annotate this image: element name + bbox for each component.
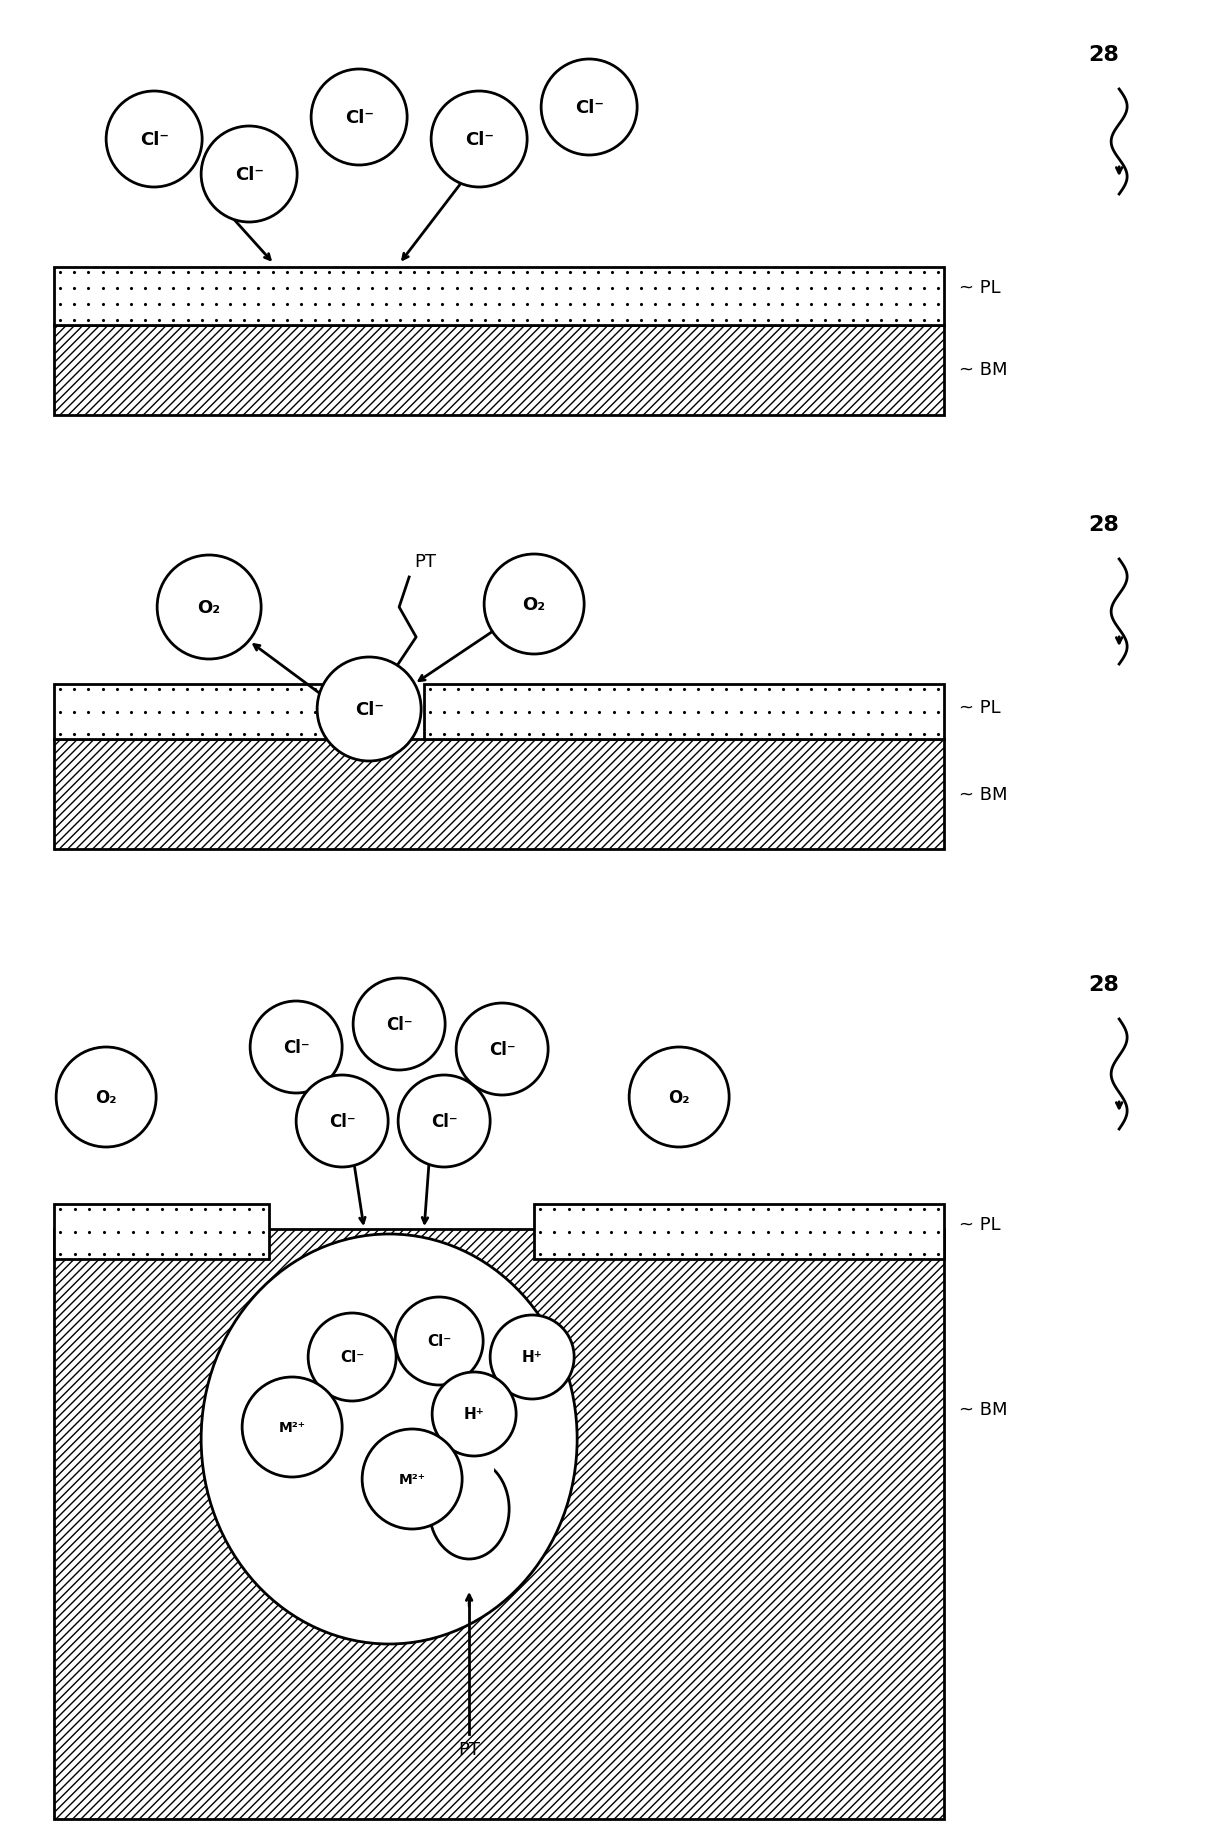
Text: Cl⁻: Cl⁻ bbox=[386, 1015, 413, 1034]
Text: ~ BM: ~ BM bbox=[960, 786, 1008, 804]
Circle shape bbox=[243, 1376, 342, 1477]
Bar bbox=[54, 326, 944, 416]
Text: O₂: O₂ bbox=[95, 1088, 117, 1107]
Text: Cl⁻: Cl⁻ bbox=[575, 98, 604, 117]
Text: ~ PL: ~ PL bbox=[960, 698, 1001, 716]
Circle shape bbox=[157, 556, 261, 660]
Circle shape bbox=[431, 91, 527, 188]
Circle shape bbox=[354, 979, 445, 1070]
Text: Cl⁻: Cl⁻ bbox=[465, 131, 494, 149]
Text: Cl⁻: Cl⁻ bbox=[340, 1349, 365, 1365]
Text: H⁺: H⁺ bbox=[521, 1349, 542, 1365]
Text: Cl⁻: Cl⁻ bbox=[328, 1112, 355, 1130]
Bar bbox=[535, 1205, 944, 1260]
Text: Cl⁻: Cl⁻ bbox=[489, 1041, 515, 1059]
Circle shape bbox=[362, 1429, 462, 1529]
Text: M²⁺: M²⁺ bbox=[398, 1473, 426, 1486]
Circle shape bbox=[484, 554, 584, 654]
Text: O₂: O₂ bbox=[523, 596, 546, 614]
Circle shape bbox=[456, 1003, 548, 1096]
Bar bbox=[54, 268, 944, 326]
Circle shape bbox=[317, 658, 421, 762]
Circle shape bbox=[250, 1001, 342, 1094]
Circle shape bbox=[398, 1076, 490, 1167]
Text: ~ PL: ~ PL bbox=[960, 1216, 1001, 1234]
Text: PT: PT bbox=[414, 552, 436, 571]
Circle shape bbox=[490, 1314, 575, 1400]
Text: Cl⁻: Cl⁻ bbox=[345, 109, 374, 128]
Text: PT: PT bbox=[459, 1739, 480, 1757]
Text: O₂: O₂ bbox=[669, 1088, 690, 1107]
Circle shape bbox=[541, 60, 637, 157]
Text: O₂: O₂ bbox=[198, 598, 221, 616]
Text: Cl⁻: Cl⁻ bbox=[427, 1334, 451, 1349]
Bar bbox=[54, 685, 349, 740]
Circle shape bbox=[629, 1048, 729, 1147]
Circle shape bbox=[202, 128, 297, 222]
Text: ~ BM: ~ BM bbox=[960, 361, 1008, 379]
Text: Cl⁻: Cl⁻ bbox=[234, 166, 263, 184]
Text: ~ BM: ~ BM bbox=[960, 1400, 1008, 1418]
Ellipse shape bbox=[202, 1234, 577, 1644]
Text: 28: 28 bbox=[1089, 46, 1120, 66]
Bar bbox=[54, 1205, 269, 1260]
Ellipse shape bbox=[430, 1458, 509, 1559]
Text: 28: 28 bbox=[1089, 975, 1120, 995]
Circle shape bbox=[57, 1048, 156, 1147]
Text: Cl⁻: Cl⁻ bbox=[431, 1112, 457, 1130]
Text: ~ PL: ~ PL bbox=[960, 279, 1001, 297]
Circle shape bbox=[395, 1298, 483, 1385]
Text: H⁺: H⁺ bbox=[463, 1407, 484, 1422]
Circle shape bbox=[296, 1076, 389, 1167]
Text: Cl⁻: Cl⁻ bbox=[355, 700, 384, 718]
Bar bbox=[424, 685, 944, 740]
Text: Cl⁻: Cl⁻ bbox=[282, 1039, 309, 1056]
Bar bbox=[54, 740, 944, 850]
Text: M²⁺: M²⁺ bbox=[279, 1420, 305, 1435]
Circle shape bbox=[308, 1313, 396, 1402]
Text: Cl⁻: Cl⁻ bbox=[140, 131, 169, 149]
Ellipse shape bbox=[395, 1438, 494, 1499]
Bar bbox=[54, 1229, 944, 1819]
Text: 28: 28 bbox=[1089, 514, 1120, 534]
Circle shape bbox=[432, 1373, 517, 1457]
Circle shape bbox=[106, 91, 202, 188]
Circle shape bbox=[311, 69, 407, 166]
